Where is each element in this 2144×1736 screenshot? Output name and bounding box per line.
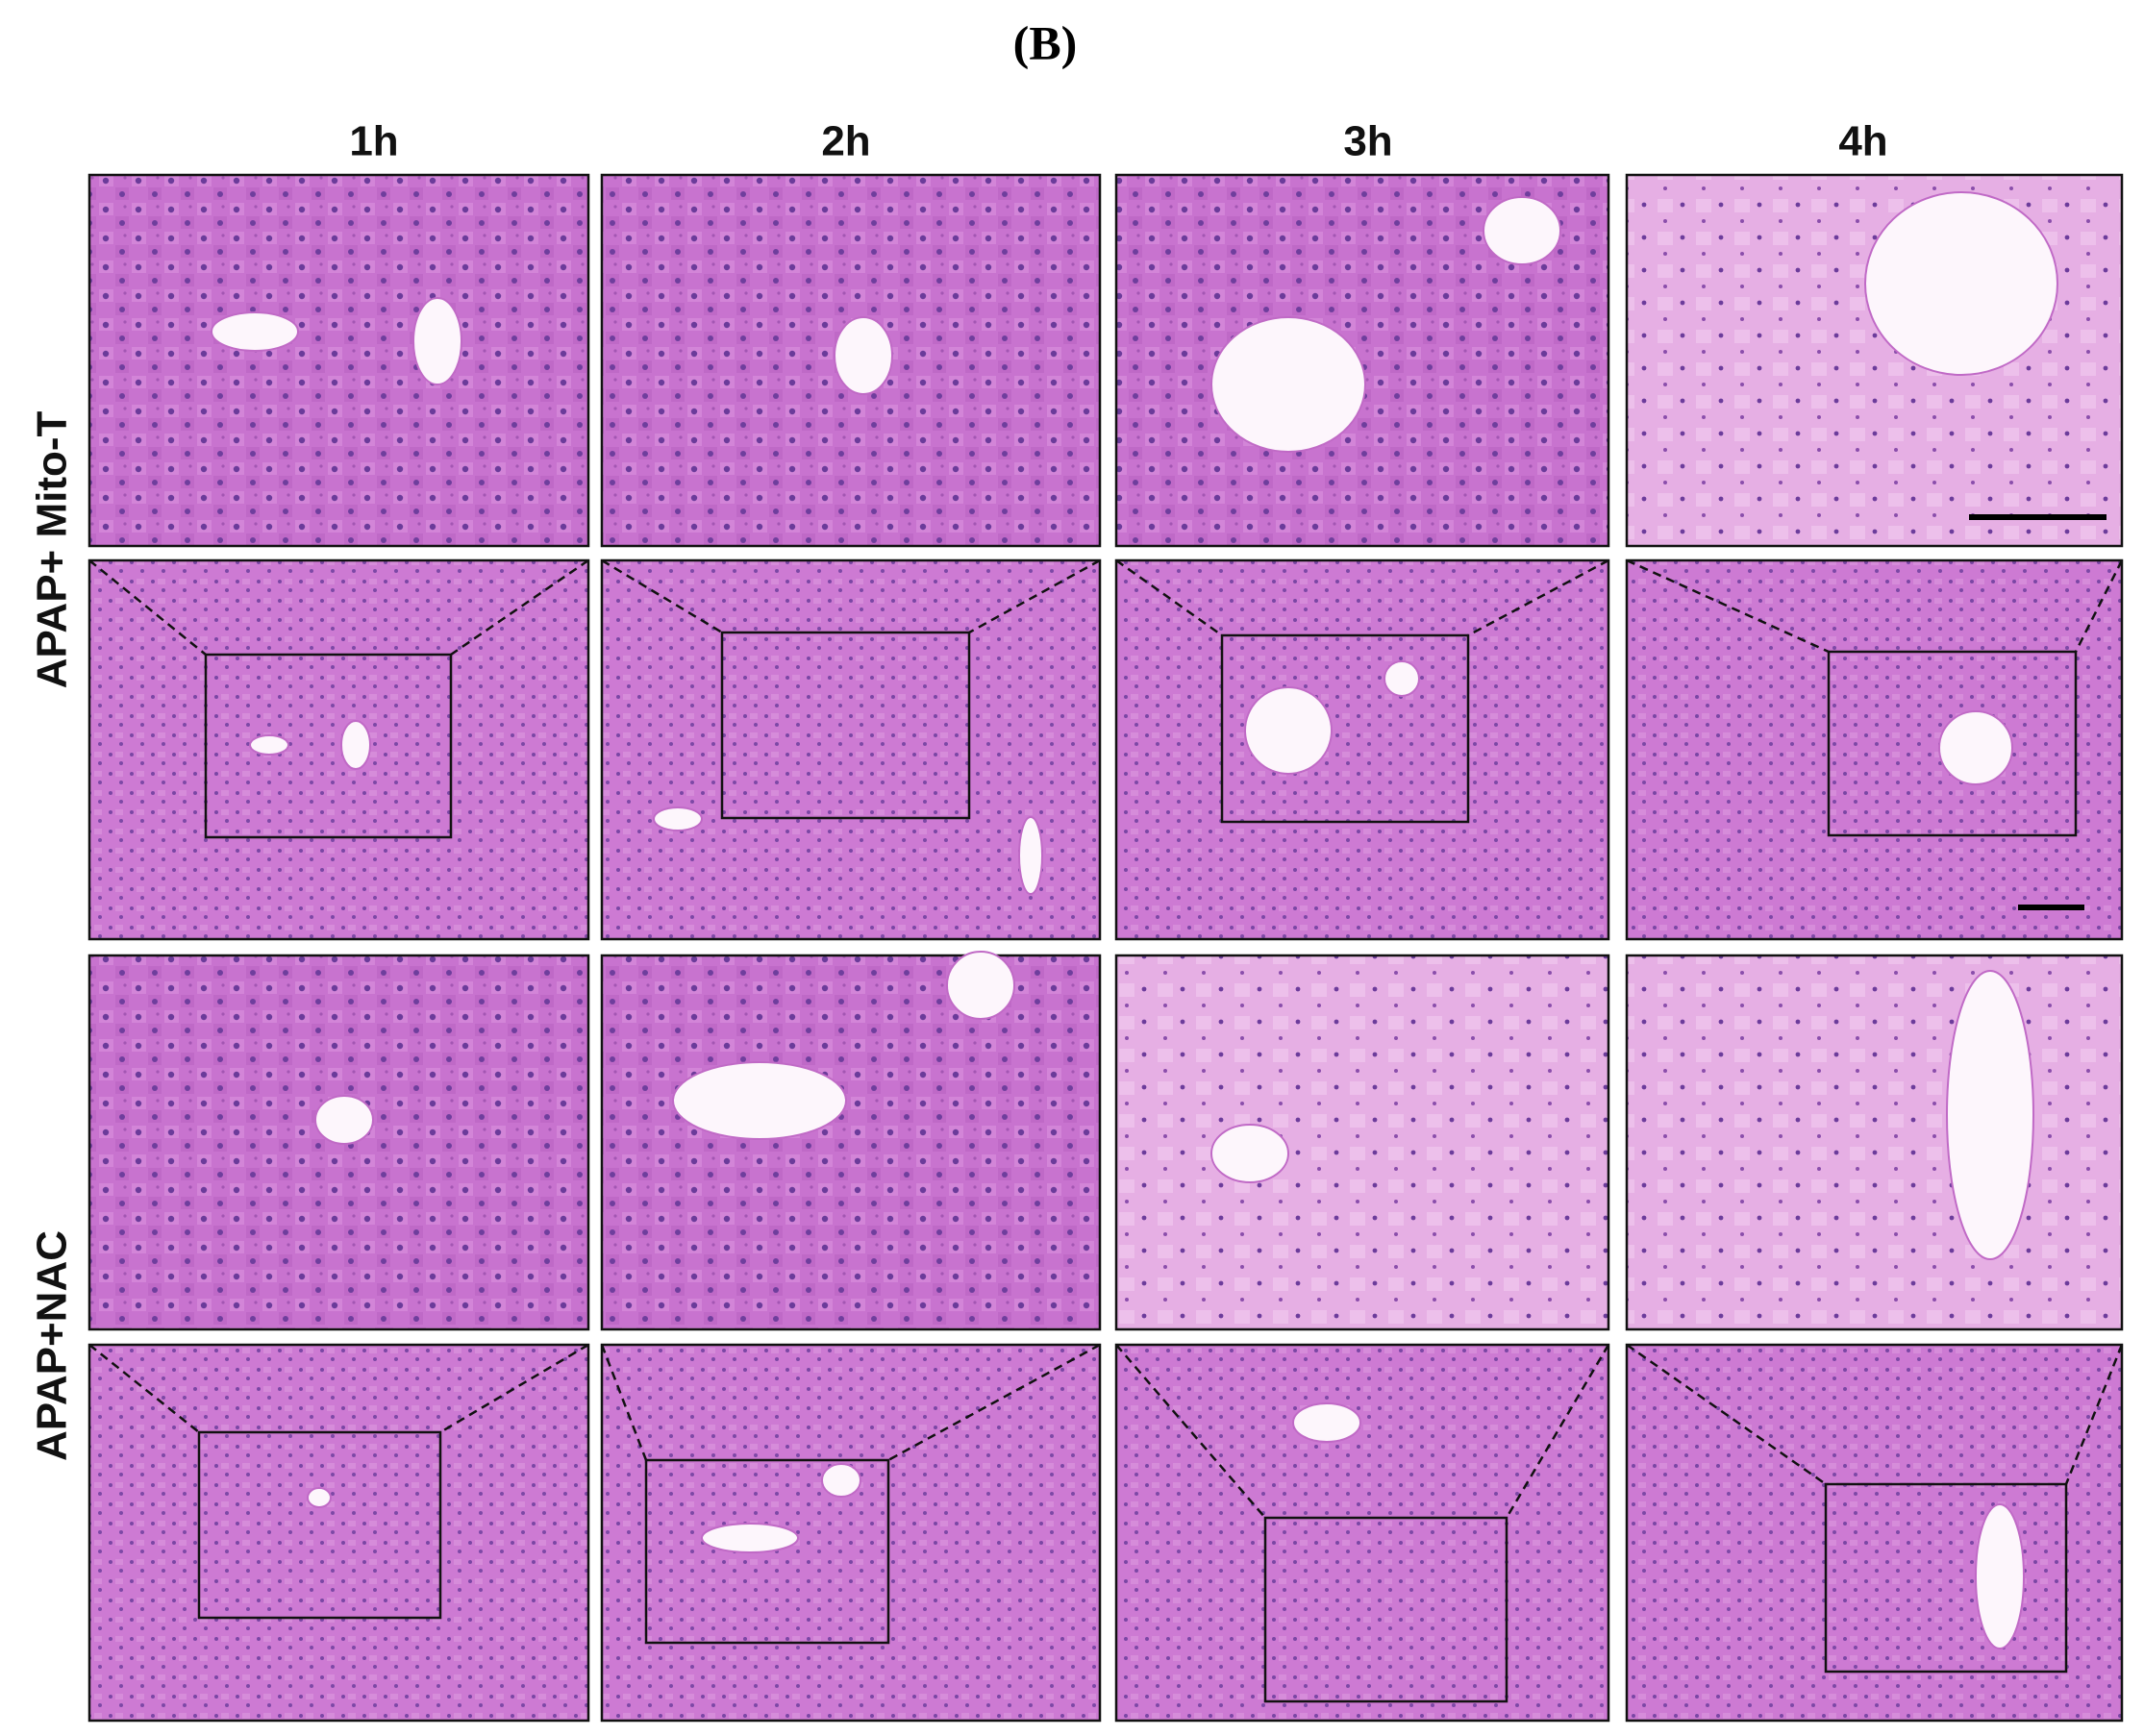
micrograph	[1625, 1343, 2124, 1723]
vessel	[834, 316, 893, 395]
vessel	[412, 297, 462, 385]
micrograph	[87, 173, 590, 548]
micrograph	[1625, 954, 2124, 1331]
vessel	[1938, 710, 2013, 785]
zoom-line	[1467, 558, 1609, 637]
column-header: 4h	[1838, 118, 1887, 165]
column-header: 1h	[349, 118, 398, 165]
vessel	[1210, 1124, 1289, 1183]
zoom-line	[88, 1344, 200, 1433]
micrograph-grid	[87, 173, 2124, 1723]
inset-box	[197, 1430, 442, 1620]
micrograph	[1114, 954, 1610, 1331]
row-label: APAP+ Mito-T	[29, 410, 76, 688]
vessel	[314, 1095, 374, 1145]
vessel	[821, 1463, 861, 1498]
micrograph	[600, 954, 1102, 1331]
zoom-line	[1626, 1343, 1827, 1486]
micrograph	[1114, 558, 1610, 941]
vessel	[1210, 316, 1366, 453]
vessel	[1946, 970, 2034, 1260]
micrograph	[87, 1343, 590, 1723]
inset-box	[1827, 650, 2078, 837]
vessel	[672, 1061, 847, 1140]
micrograph	[1625, 173, 2124, 548]
zoom-line	[1626, 558, 1830, 654]
vessel	[1384, 660, 1420, 697]
column-header: 2h	[821, 118, 870, 165]
zoom-line	[968, 558, 1101, 634]
zoom-line	[88, 559, 207, 656]
zoom-line	[1505, 1344, 1610, 1519]
row-label: APAP+NAC	[29, 1230, 76, 1461]
vessel	[1483, 196, 1561, 265]
zoom-line	[2074, 559, 2124, 653]
vessel	[1864, 191, 2058, 376]
inset-box	[1263, 1516, 1508, 1703]
vessel	[340, 720, 371, 770]
zoom-line	[2064, 1344, 2124, 1485]
column-header: 3h	[1343, 118, 1392, 165]
vessel	[1292, 1402, 1361, 1443]
zoom-line	[887, 1343, 1101, 1462]
zoom-line	[1115, 1344, 1266, 1519]
panel-label: (B)	[1013, 15, 1078, 69]
zoom-line	[600, 1344, 648, 1461]
micrograph	[87, 558, 590, 941]
zoom-line	[601, 558, 723, 634]
vessel	[1975, 1503, 2025, 1649]
inset-box	[204, 653, 453, 839]
zoom-line	[1115, 558, 1223, 637]
vessel	[946, 951, 1015, 1020]
vessel	[1018, 816, 1043, 895]
vessel	[1244, 686, 1333, 775]
vessel	[211, 311, 299, 352]
vessel	[307, 1487, 332, 1508]
vessel	[653, 806, 703, 831]
vessel	[249, 734, 289, 756]
vessel	[701, 1523, 799, 1553]
micrograph	[600, 558, 1102, 941]
inset-box	[644, 1458, 890, 1645]
micrograph	[1114, 1343, 1610, 1723]
micrograph	[1625, 558, 2124, 941]
inset-box	[720, 631, 971, 820]
inset-box	[1824, 1482, 2068, 1674]
micrograph	[600, 1343, 1102, 1723]
inset-box	[1220, 633, 1470, 824]
